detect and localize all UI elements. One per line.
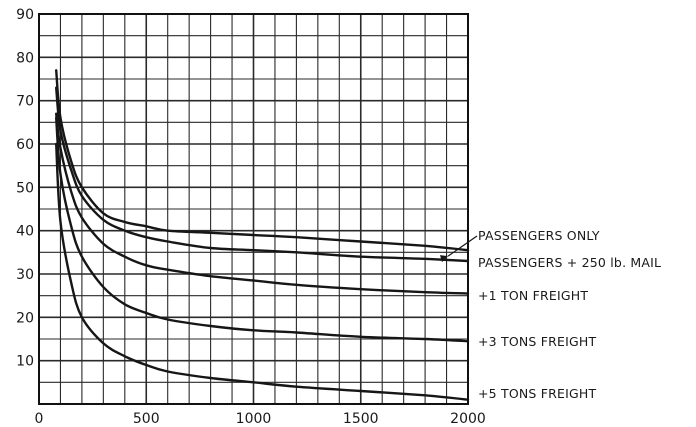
label-leader-arrow [447, 235, 478, 257]
series-line [55, 86, 470, 263]
y-tick-label: 80 [16, 50, 34, 66]
grid [39, 14, 468, 404]
y-tick-label: 50 [16, 180, 34, 196]
arrowhead-icon [440, 255, 448, 263]
x-tick-label: 2000 [450, 411, 486, 427]
x-tick-label: 1500 [343, 411, 379, 427]
series-lines [55, 69, 470, 401]
series-line [55, 69, 470, 252]
y-tick-label: 90 [16, 7, 34, 23]
tick-labels: 0 500 1000 1500 2000 10 20 30 40 50 60 70 80 90 [16, 7, 486, 427]
axes [38, 13, 469, 405]
y-tick-label: 60 [16, 137, 34, 153]
x-tick-label: 1000 [236, 411, 272, 427]
series-label: +3 TONS FREIGHT [478, 334, 596, 349]
y-tick-label: 20 [16, 310, 34, 326]
y-tick-label: 40 [16, 224, 34, 240]
series-label: PASSENGERS + 250 lb. MAIL [478, 255, 661, 270]
series-line [55, 112, 470, 295]
series-line [55, 142, 470, 401]
plot-frame [38, 13, 469, 405]
series-label: +5 TONS FREIGHT [478, 386, 596, 401]
series-labels: PASSENGERS ONLY PASSENGERS + 250 lb. MAIL… [440, 228, 661, 401]
y-tick-label: 10 [16, 354, 34, 370]
y-tick-label: 70 [16, 94, 34, 110]
y-tick-label: 30 [16, 267, 34, 283]
series-line [55, 116, 470, 343]
x-tick-label: 0 [35, 411, 44, 427]
series-label: PASSENGERS ONLY [478, 228, 600, 243]
x-tick-label: 500 [133, 411, 160, 427]
series-label: +1 TON FREIGHT [478, 288, 588, 303]
